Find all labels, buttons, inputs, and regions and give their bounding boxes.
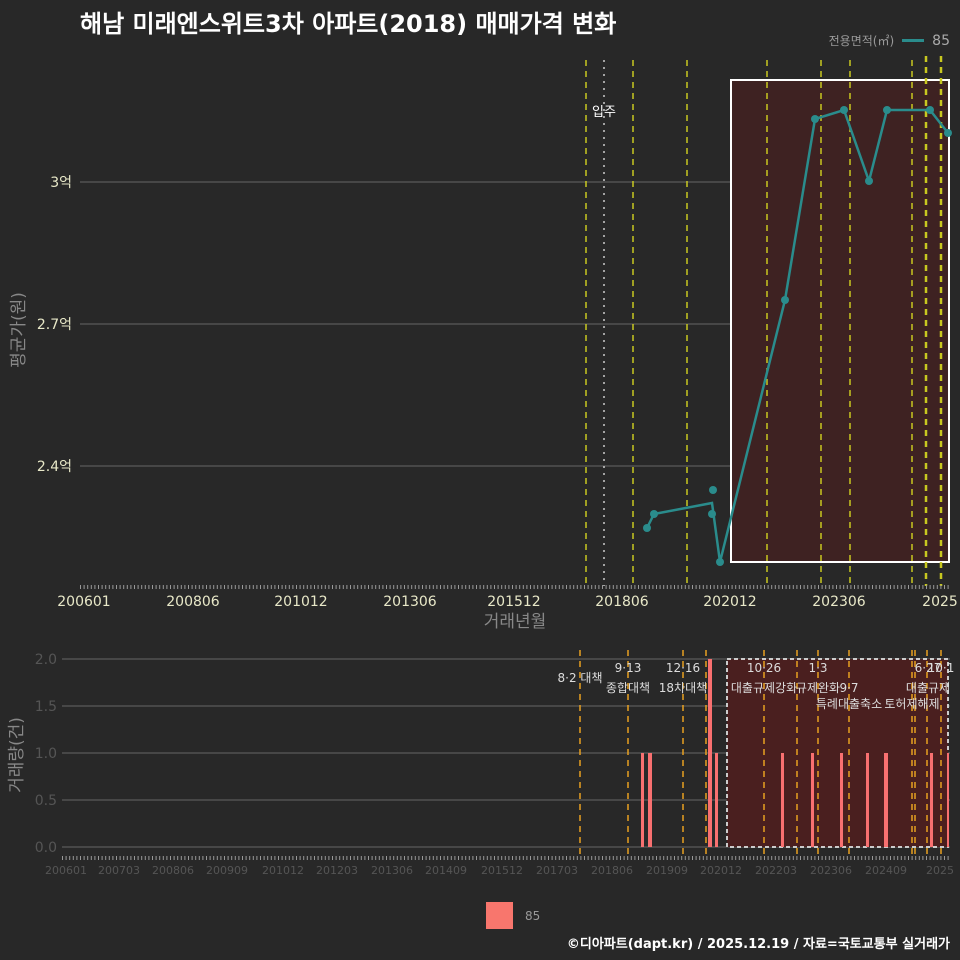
svg-text:규제완화: 규제완화 bbox=[796, 681, 840, 695]
svg-text:201512: 201512 bbox=[481, 864, 523, 877]
policy-labels: 8·2 대책 9·13 종합대책 12·16 18차대책 10·26 대출규제강화 1… bbox=[558, 661, 955, 711]
svg-text:3억: 3억 bbox=[50, 175, 72, 191]
top-x-label: 거래년월 bbox=[484, 612, 547, 632]
svg-text:200601: 200601 bbox=[45, 864, 87, 877]
svg-text:8·2 대책: 8·2 대책 bbox=[558, 670, 603, 685]
svg-text:200806: 200806 bbox=[152, 864, 194, 877]
move-in-label: 입주 bbox=[592, 105, 616, 120]
legend-bottom-series: 85 bbox=[525, 908, 541, 923]
svg-text:201806: 201806 bbox=[595, 594, 649, 610]
svg-text:201512: 201512 bbox=[487, 594, 540, 610]
svg-text:9·13: 9·13 bbox=[615, 661, 642, 675]
svg-text:1·3: 1·3 bbox=[808, 661, 827, 675]
svg-text:대출규제: 대출규제 bbox=[906, 681, 950, 695]
svg-text:0.0: 0.0 bbox=[35, 840, 57, 856]
svg-text:200806: 200806 bbox=[166, 594, 220, 610]
price-points bbox=[643, 106, 952, 566]
svg-text:0.5: 0.5 bbox=[35, 793, 57, 809]
svg-text:200909: 200909 bbox=[206, 864, 248, 877]
svg-text:2.7억: 2.7억 bbox=[37, 317, 72, 333]
svg-text:9·7: 9·7 bbox=[839, 681, 858, 695]
svg-text:2.4억: 2.4억 bbox=[37, 459, 72, 475]
svg-text:201306: 201306 bbox=[371, 864, 413, 877]
svg-text:201012: 201012 bbox=[274, 594, 327, 610]
highlight-region bbox=[730, 79, 950, 563]
svg-text:200601: 200601 bbox=[57, 594, 110, 610]
svg-text:202012: 202012 bbox=[700, 864, 742, 877]
top-x-ticks: 200601 200806 201012 201306 201512 201806 20… bbox=[57, 594, 958, 610]
svg-text:10·1: 10·1 bbox=[928, 661, 955, 675]
bottom-y-label: 거래량(건) bbox=[7, 717, 27, 793]
svg-text:2025: 2025 bbox=[926, 864, 954, 877]
legend-label: 전용면적(㎡) bbox=[828, 34, 895, 48]
svg-text:201203: 201203 bbox=[316, 864, 358, 877]
svg-text:201012: 201012 bbox=[262, 864, 304, 877]
svg-text:1.0: 1.0 bbox=[35, 746, 57, 762]
svg-text:201909: 201909 bbox=[646, 864, 688, 877]
top-y-ticks: 3억 2.7억 2.4억 bbox=[37, 175, 72, 475]
svg-text:2025: 2025 bbox=[922, 594, 958, 610]
svg-text:202203: 202203 bbox=[755, 864, 797, 877]
bottom-y-ticks: 2.0 1.5 1.0 0.5 0.0 bbox=[35, 652, 57, 856]
svg-text:특례대출축소: 특례대출축소 bbox=[816, 697, 882, 711]
svg-text:202306: 202306 bbox=[812, 594, 866, 610]
legend-bottom: 85 bbox=[486, 902, 540, 929]
svg-text:1.5: 1.5 bbox=[35, 699, 57, 715]
svg-text:10·26: 10·26 bbox=[747, 661, 781, 675]
legend-series: 85 bbox=[932, 32, 950, 49]
svg-text:202306: 202306 bbox=[810, 864, 852, 877]
svg-text:201306: 201306 bbox=[383, 594, 437, 610]
svg-text:대출규제강화: 대출규제강화 bbox=[731, 681, 797, 695]
svg-text:201409: 201409 bbox=[425, 864, 467, 877]
footer-credit: ©디아파트(dapt.kr) / 2025.12.19 / 자료=국토교통부 실… bbox=[566, 937, 950, 952]
svg-text:토허제해제: 토허제해제 bbox=[884, 697, 939, 711]
svg-text:18차대책: 18차대책 bbox=[659, 680, 707, 695]
svg-text:202409: 202409 bbox=[865, 864, 907, 877]
volume-bars bbox=[641, 659, 949, 847]
legend-swatch-icon bbox=[486, 902, 513, 929]
svg-text:12·16: 12·16 bbox=[666, 661, 700, 675]
top-policy-lines bbox=[585, 56, 943, 586]
svg-text:종합대책: 종합대책 bbox=[606, 680, 650, 695]
svg-text:201703: 201703 bbox=[536, 864, 578, 877]
top-y-label: 평균가(원) bbox=[9, 292, 29, 368]
svg-text:200703: 200703 bbox=[98, 864, 140, 877]
bottom-policy-lines bbox=[579, 650, 942, 855]
svg-text:6·27: 6·27 bbox=[915, 661, 942, 675]
svg-text:202012: 202012 bbox=[703, 594, 756, 610]
legend-line-icon bbox=[902, 39, 925, 42]
chart-title: 해남 미래엔스위트3차 아파트(2018) 매매가격 변화 bbox=[80, 10, 617, 38]
svg-text:201806: 201806 bbox=[591, 864, 633, 877]
legend-top: 전용면적(㎡) 85 bbox=[829, 32, 950, 49]
svg-text:2.0: 2.0 bbox=[35, 652, 57, 668]
bottom-x-ticks: 200601 200703 200806 200909 201012 201203 20… bbox=[45, 864, 954, 877]
